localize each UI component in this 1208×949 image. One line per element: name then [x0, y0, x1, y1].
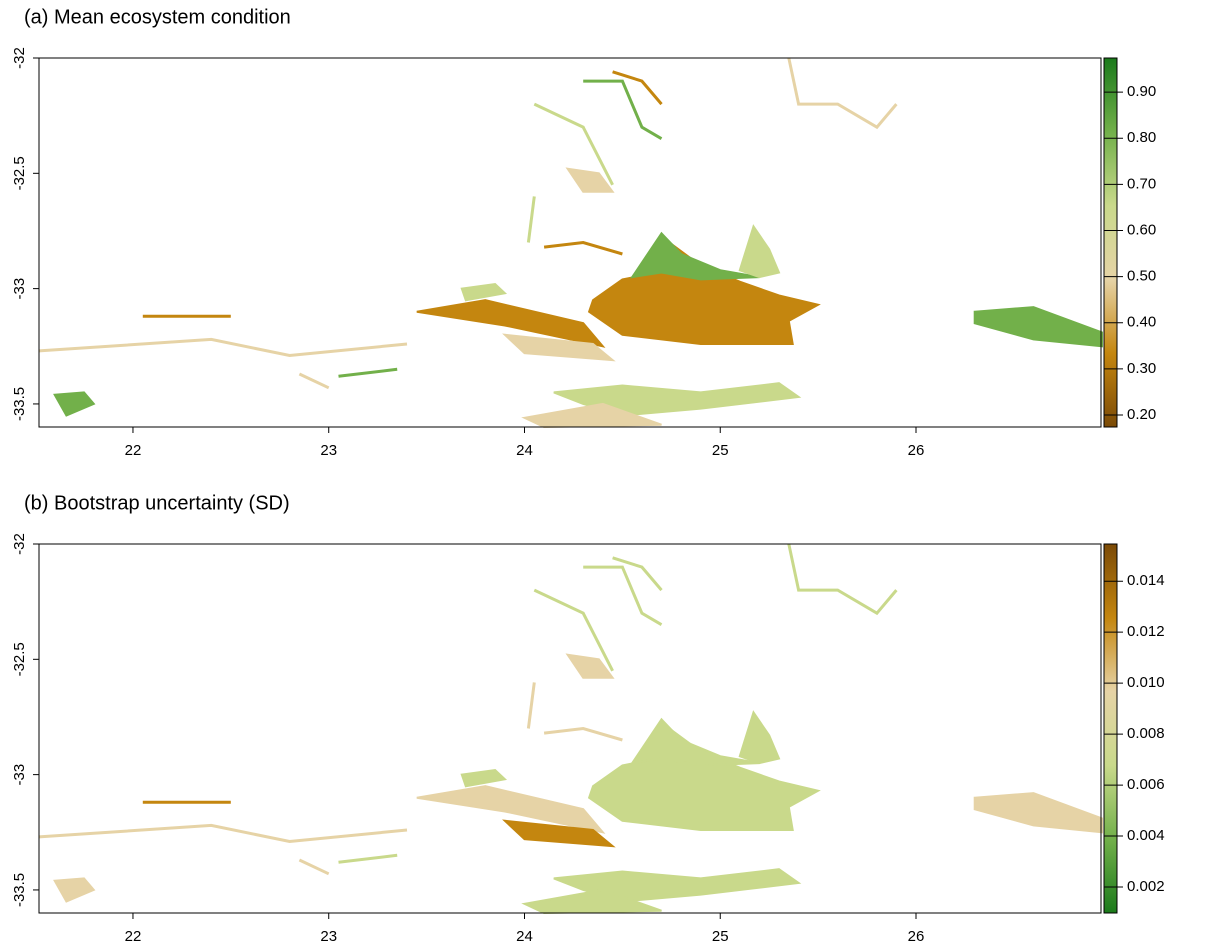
plot-frame — [39, 544, 1101, 913]
region — [528, 682, 534, 728]
map-layer — [39, 544, 1102, 913]
region — [39, 825, 407, 841]
region — [975, 793, 1102, 832]
region — [613, 558, 662, 590]
y-tick-label: -33 — [11, 278, 28, 300]
x-tick-label: 23 — [320, 928, 337, 945]
colorbar-tick-label: 0.012 — [1127, 623, 1165, 640]
region — [55, 392, 94, 415]
region — [339, 855, 398, 862]
x-tick-label: 22 — [125, 442, 142, 459]
panel-title: (a) Mean ecosystem condition — [24, 6, 291, 28]
region — [528, 196, 534, 242]
y-tick-label: -33.5 — [11, 873, 28, 907]
colorbar-tick-label: 0.006 — [1127, 776, 1165, 793]
x-tick-label: 26 — [908, 928, 925, 945]
region — [632, 719, 759, 765]
region — [55, 878, 94, 901]
x-tick-label: 25 — [712, 442, 729, 459]
colorbar-tick-label: 0.60 — [1127, 221, 1156, 238]
region — [39, 339, 407, 355]
region — [613, 72, 662, 104]
colorbar — [1104, 544, 1117, 913]
y-tick-label: -33.5 — [11, 387, 28, 421]
region — [589, 729, 818, 831]
figure: (a) Mean ecosystem condition 22 23 24 25 26 -3… — [0, 0, 1208, 949]
region — [740, 226, 779, 277]
colorbar-tick-label: 0.002 — [1127, 878, 1165, 895]
region — [789, 544, 897, 613]
region — [589, 243, 818, 345]
y-tick-label: -33 — [11, 764, 28, 786]
y-tick-label: -32.5 — [11, 642, 28, 676]
region — [544, 243, 622, 255]
colorbar-tick-label: 0.40 — [1127, 314, 1156, 331]
colorbar-tick-label: 0.20 — [1127, 406, 1156, 423]
colorbar-tick-label: 0.50 — [1127, 268, 1156, 285]
x-tick-label: 24 — [516, 442, 533, 459]
plot-frame — [39, 58, 1101, 427]
region — [544, 729, 622, 741]
colorbar-tick-label: 0.80 — [1127, 129, 1156, 146]
y-tick-label: -32 — [11, 533, 28, 555]
region — [632, 233, 759, 279]
panel-title: (b) Bootstrap uncertainty (SD) — [24, 492, 290, 514]
x-tick-label: 25 — [712, 928, 729, 945]
colorbar-tick-label: 0.008 — [1127, 725, 1165, 742]
region — [740, 712, 779, 763]
x-tick-label: 23 — [320, 442, 337, 459]
y-tick-label: -32.5 — [11, 156, 28, 190]
colorbar-tick-label: 0.014 — [1127, 572, 1165, 589]
x-tick-label: 26 — [908, 442, 925, 459]
colorbar — [1104, 58, 1117, 427]
colorbar-tick-label: 0.70 — [1127, 175, 1156, 192]
x-tick-label: 22 — [125, 928, 142, 945]
colorbar-tick-label: 0.010 — [1127, 674, 1165, 691]
region — [299, 374, 328, 388]
region — [975, 307, 1102, 346]
region — [299, 860, 328, 874]
colorbar-tick-label: 0.30 — [1127, 360, 1156, 377]
colorbar-tick-label: 0.90 — [1127, 83, 1156, 100]
region — [462, 284, 505, 300]
x-tick-label: 24 — [516, 928, 533, 945]
region — [339, 369, 398, 376]
colorbar-tick-label: 0.004 — [1127, 827, 1165, 844]
y-tick-label: -32 — [11, 47, 28, 69]
map-layer — [39, 58, 1102, 427]
region — [462, 770, 505, 786]
region — [789, 58, 897, 127]
